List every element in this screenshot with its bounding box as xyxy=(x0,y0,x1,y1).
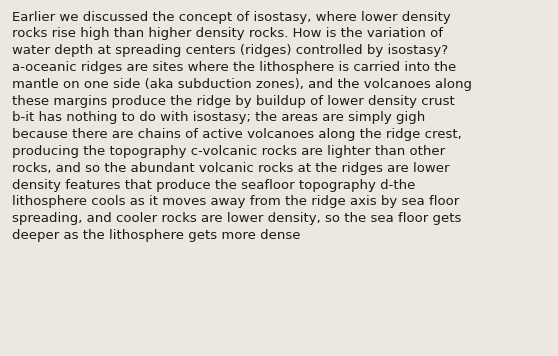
Text: Earlier we discussed the concept of isostasy, where lower density
rocks rise hig: Earlier we discussed the concept of isos… xyxy=(12,11,472,242)
